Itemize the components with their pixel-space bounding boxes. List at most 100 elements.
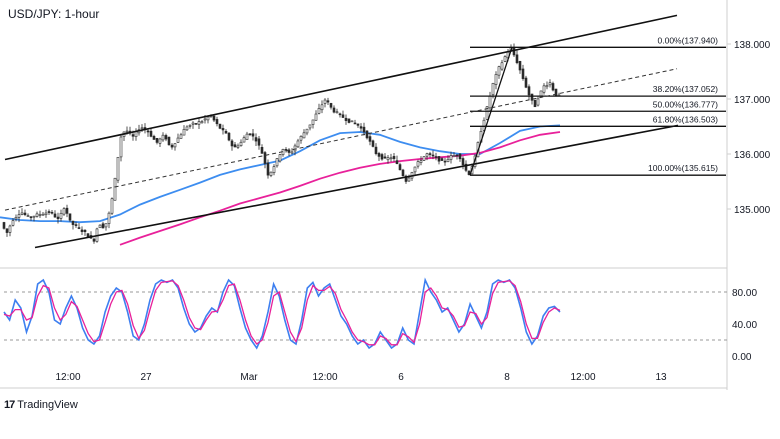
candle [446, 155, 450, 163]
candle [428, 151, 432, 158]
candle [296, 138, 300, 148]
candle [248, 133, 252, 137]
fib-level-label: 61.80%(136.503) [653, 114, 718, 124]
candle [50, 210, 54, 215]
candle [272, 164, 276, 176]
candle [395, 155, 399, 165]
candle [71, 220, 75, 230]
tradingview-logo-icon: 17 [4, 399, 15, 411]
candle [425, 152, 429, 161]
candle [8, 224, 12, 237]
channel-middle-line[interactable] [4, 68, 678, 211]
candle [65, 204, 69, 218]
candle [38, 210, 42, 218]
candle [227, 131, 231, 142]
channel-lower-line[interactable] [34, 124, 679, 249]
candle [401, 168, 405, 177]
tradingview-brand[interactable]: 17 TradingView [4, 399, 78, 411]
candle [377, 151, 381, 161]
candle [29, 216, 33, 221]
candle [44, 209, 48, 218]
candle [443, 157, 447, 166]
candle [236, 143, 240, 149]
time-tick-label: 12:00 [570, 372, 595, 383]
candle [98, 224, 102, 229]
price-tick-label: 135.000 [734, 205, 771, 216]
candle [350, 120, 354, 123]
candle [419, 156, 423, 166]
candle [359, 123, 363, 132]
candle [275, 158, 279, 168]
candle [551, 81, 555, 92]
candle [32, 215, 36, 222]
candle [542, 83, 546, 95]
stoch-tick-label: 80.00 [732, 288, 757, 299]
candle [119, 134, 123, 162]
candle [536, 96, 540, 107]
candle [218, 123, 222, 130]
channel-upper-line[interactable] [4, 14, 678, 161]
candle [344, 114, 348, 125]
stoch-k-line [3, 277, 561, 350]
candle [74, 221, 78, 228]
candle [242, 135, 246, 143]
fib-level-label: 100.00%(135.615) [648, 163, 718, 173]
candle [68, 213, 72, 222]
candle [23, 209, 27, 217]
candle [101, 221, 105, 229]
candle [314, 110, 318, 121]
fib-trend-line [469, 47, 513, 176]
time-tick-label: 6 [398, 372, 404, 383]
candle [461, 156, 465, 170]
axes-layer [0, 0, 731, 390]
candle [224, 129, 228, 134]
candle [20, 208, 24, 216]
candle [254, 133, 258, 147]
candle [149, 127, 153, 138]
candle [185, 125, 189, 131]
candle [515, 50, 519, 65]
time-tick-label: 12:00 [55, 372, 80, 383]
candle [173, 143, 177, 151]
time-tick-label: 27 [140, 372, 152, 383]
candle [146, 128, 150, 137]
candle [554, 88, 558, 97]
candle [524, 75, 528, 89]
candle [170, 143, 174, 150]
candle [197, 118, 201, 130]
candle [299, 135, 303, 144]
candle [287, 148, 291, 157]
candle [269, 171, 273, 178]
candle [104, 223, 108, 231]
candle [17, 209, 21, 223]
candle [161, 132, 165, 142]
candle [458, 153, 462, 162]
candle [365, 130, 369, 140]
axis-labels-layer: 138.000 137.000 136.000 135.000 12:00 27 Mar 12… [55, 35, 770, 383]
candle [215, 116, 219, 127]
chart-title: USD/JPY: 1-hour [8, 7, 100, 21]
candle [212, 115, 216, 123]
price-tick-label: 138.000 [734, 40, 771, 51]
fib-level-label: 38.20%(137.052) [653, 84, 718, 94]
candle [179, 132, 183, 139]
candle [257, 135, 261, 150]
candle [467, 170, 471, 176]
candle [176, 133, 180, 143]
candle [347, 118, 351, 124]
candle [59, 209, 63, 222]
candle [107, 211, 111, 229]
time-tick-label: Mar [240, 372, 258, 383]
moving-average-slow-line [119, 131, 561, 246]
candle [260, 144, 264, 154]
candle [239, 139, 243, 147]
price-tick-label: 137.000 [734, 95, 771, 106]
candle [422, 156, 426, 161]
candle [116, 156, 120, 184]
candle [83, 229, 87, 236]
candle [263, 151, 267, 169]
candle [167, 136, 171, 146]
candle [386, 154, 390, 164]
candle [182, 125, 186, 136]
